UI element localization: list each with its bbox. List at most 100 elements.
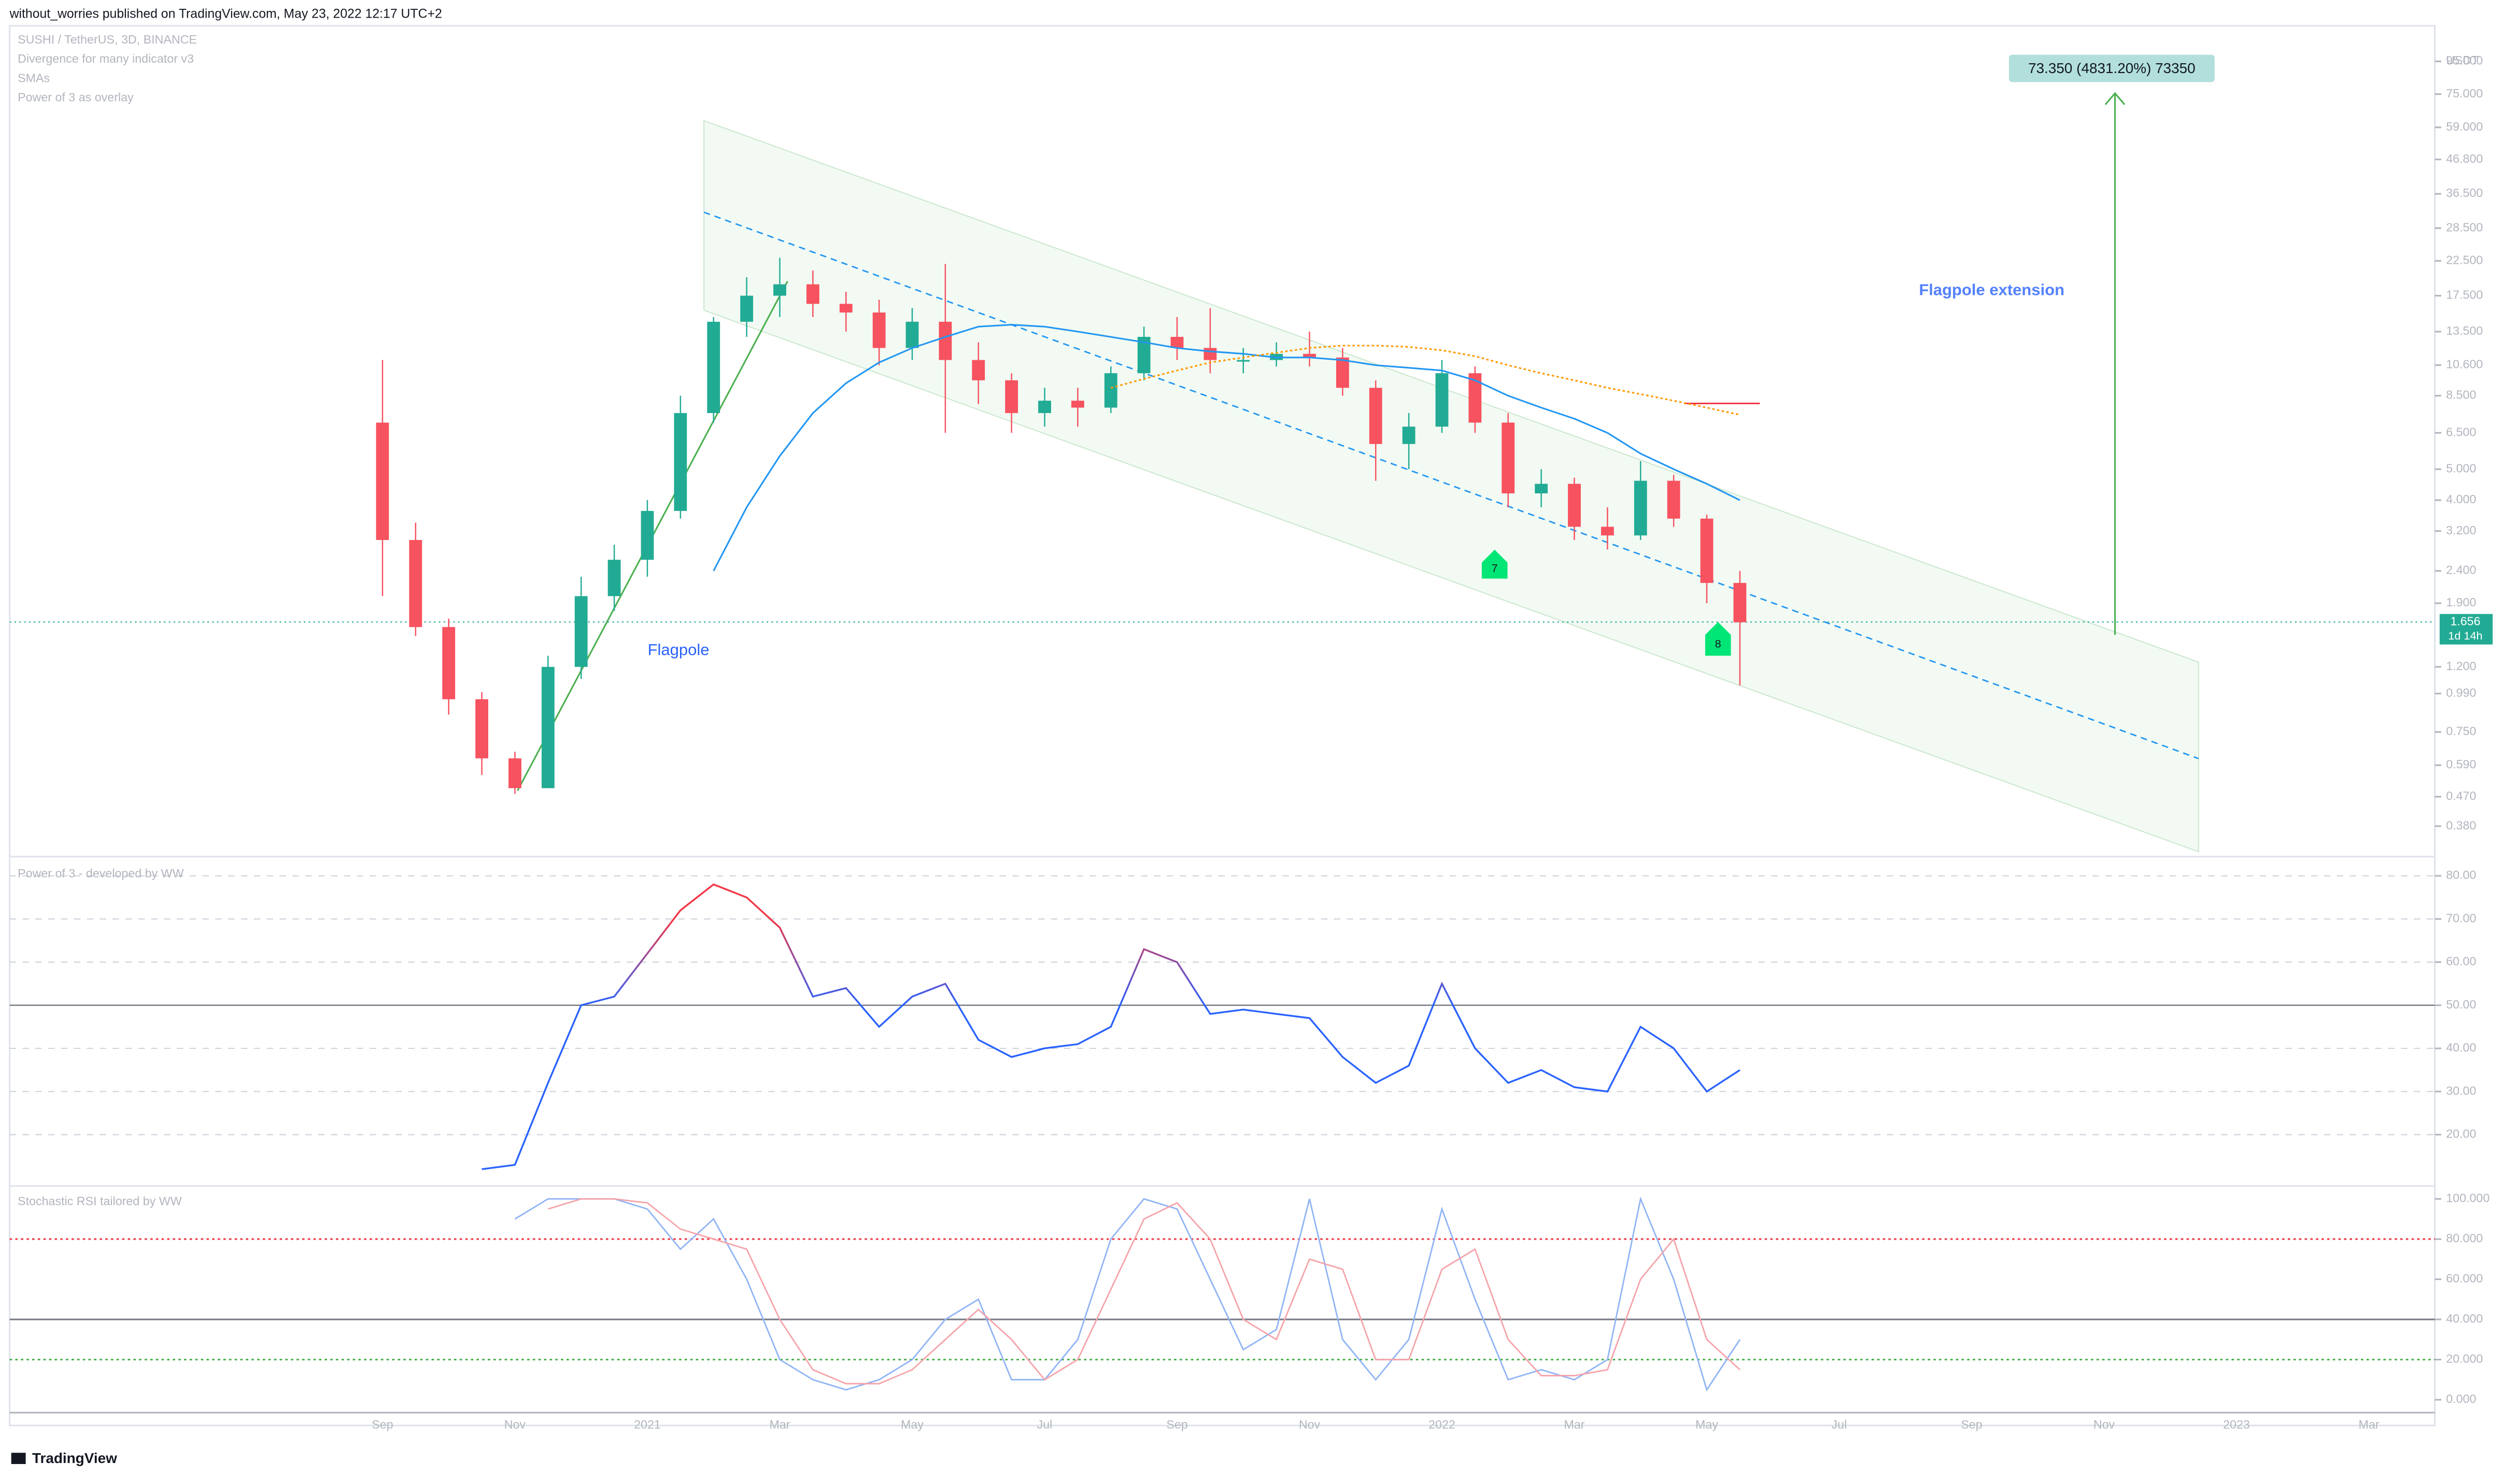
footer: TradingView bbox=[32, 1450, 117, 1466]
candle-body bbox=[475, 699, 489, 759]
candle-body bbox=[839, 304, 853, 313]
candle-body bbox=[806, 284, 819, 304]
y-tick-label: 20.000 bbox=[2446, 1352, 2483, 1366]
y-tick-label: 70.00 bbox=[2446, 911, 2476, 925]
y-tick-label: 0.470 bbox=[2446, 789, 2476, 802]
y-tick-label: 20.00 bbox=[2446, 1127, 2476, 1141]
legend: SUSHI / TetherUS, 3D, BINANCE bbox=[18, 33, 197, 46]
legend: SMAs bbox=[18, 71, 50, 84]
candle-body bbox=[376, 422, 389, 540]
x-tick-label: 2022 bbox=[1428, 1418, 1455, 1431]
y-tick-label: 17.500 bbox=[2446, 288, 2483, 302]
candle-body bbox=[674, 413, 687, 511]
candle-body bbox=[1204, 348, 1217, 360]
y-tick-label: 3.200 bbox=[2446, 523, 2476, 537]
candle-body bbox=[905, 321, 919, 348]
y-tick-label: 10.600 bbox=[2446, 358, 2483, 371]
y-tick-label: 40.00 bbox=[2446, 1041, 2476, 1054]
candle-body bbox=[541, 666, 555, 788]
candle-body bbox=[707, 321, 720, 414]
target-box bbox=[2008, 54, 2215, 82]
pane-title: Power of 3 - developed by WW bbox=[18, 867, 184, 880]
y-tick-label: 5.000 bbox=[2446, 462, 2476, 475]
y-tick-label: 0.750 bbox=[2446, 725, 2476, 738]
candle-body bbox=[1700, 518, 1714, 583]
stoch-line bbox=[547, 1198, 1740, 1385]
y-tick-label: 0.990 bbox=[2446, 686, 2476, 699]
x-tick-label: Mar bbox=[1564, 1418, 1584, 1431]
candle-body bbox=[1303, 353, 1316, 358]
candle-body bbox=[1237, 360, 1250, 362]
y-tick-label: 0.000 bbox=[2446, 1392, 2476, 1405]
candle-body bbox=[409, 539, 422, 627]
y-tick-label: 8.500 bbox=[2446, 388, 2476, 402]
y-tick-label: 75.000 bbox=[2446, 87, 2483, 100]
x-tick-label: Nov bbox=[2093, 1418, 2115, 1431]
candle-body bbox=[1733, 583, 1747, 622]
y-tick-label: 80.000 bbox=[2446, 1231, 2483, 1245]
y-tick-label: 80.00 bbox=[2446, 868, 2476, 882]
candle-body bbox=[574, 596, 588, 667]
stoch-line bbox=[514, 1196, 1741, 1392]
logo bbox=[11, 1453, 26, 1464]
annotation: Flagpole bbox=[648, 641, 710, 659]
countdown: 1d 14h bbox=[2448, 629, 2482, 642]
price-tag bbox=[2439, 614, 2493, 645]
candle-body bbox=[1071, 401, 1084, 408]
y-tick-label: 60.000 bbox=[2446, 1272, 2483, 1285]
plots: Sep Nov 2021 Mar May Jul Sep Nov 2022 Mar May Jul Se… bbox=[9, 54, 2489, 1431]
y-tick-label: 100.000 bbox=[2446, 1191, 2489, 1205]
x-tick-label: May bbox=[1695, 1418, 1718, 1431]
y-tick-label: 30.00 bbox=[2446, 1084, 2476, 1097]
arrow-head bbox=[2104, 92, 2126, 105]
candle-body bbox=[740, 295, 754, 322]
candle-body bbox=[972, 360, 985, 380]
candle-body bbox=[1005, 380, 1018, 414]
x-tick-label: 2021 bbox=[634, 1418, 661, 1431]
currency: USDT bbox=[2446, 53, 2479, 67]
y-tick-label: 50.00 bbox=[2446, 998, 2476, 1011]
x-tick-label: Sep bbox=[1961, 1418, 1982, 1431]
annotation: Flagpole extension bbox=[1919, 281, 2064, 299]
y-tick-label: 46.800 bbox=[2446, 152, 2483, 165]
y-tick-label: 95.000 bbox=[2446, 54, 2483, 67]
candle-body bbox=[1170, 337, 1184, 348]
y-tick-label: 0.590 bbox=[2446, 758, 2476, 771]
candle-body bbox=[1104, 373, 1117, 408]
x-tick-label: Nov bbox=[504, 1418, 526, 1431]
header: without_worries published on TradingView… bbox=[9, 7, 442, 21]
y-tick-label: 4.000 bbox=[2446, 492, 2476, 506]
x-tick-label: 2023 bbox=[2223, 1418, 2250, 1431]
candle-body bbox=[1634, 480, 1647, 536]
y-tick-label: 1.900 bbox=[2446, 595, 2476, 609]
candle-body bbox=[508, 758, 521, 788]
x-tick-label: Nov bbox=[1299, 1418, 1321, 1431]
y-tick-label: 40.000 bbox=[2446, 1312, 2483, 1325]
y-tick-label: 6.500 bbox=[2446, 425, 2476, 438]
legend: Power of 3 as overlay bbox=[18, 90, 134, 104]
y-tick-label: 2.400 bbox=[2446, 563, 2476, 577]
x-tick-label: Jul bbox=[1832, 1418, 1847, 1431]
candle-body bbox=[1336, 357, 1349, 388]
candle-body bbox=[442, 627, 456, 700]
x-tick-label: Mar bbox=[769, 1418, 790, 1431]
x-tick-label: Mar bbox=[2359, 1418, 2380, 1431]
price-tag-label: 1.656 bbox=[2450, 614, 2480, 628]
y-tick-label: 28.500 bbox=[2446, 220, 2483, 234]
candle-body bbox=[939, 321, 952, 360]
marker-label: 8 bbox=[1715, 637, 1721, 650]
candle-body bbox=[1038, 401, 1051, 414]
rsi-line bbox=[482, 883, 1740, 1170]
y-tick-label: 22.500 bbox=[2446, 253, 2483, 267]
target-label: 73.350 (4831.20%) 73350 bbox=[2028, 60, 2196, 76]
candle-body bbox=[1369, 388, 1382, 444]
candle-body bbox=[773, 284, 786, 296]
y-tick-label: 0.380 bbox=[2446, 818, 2476, 832]
y-tick-label: 59.000 bbox=[2446, 120, 2483, 133]
marker-label: 7 bbox=[1492, 562, 1498, 575]
y-tick-label: 36.500 bbox=[2446, 186, 2483, 200]
pane-title: Stochastic RSI tailored by WW bbox=[18, 1195, 182, 1208]
y-tick-label: 13.500 bbox=[2446, 324, 2483, 337]
marker bbox=[1705, 622, 1731, 656]
